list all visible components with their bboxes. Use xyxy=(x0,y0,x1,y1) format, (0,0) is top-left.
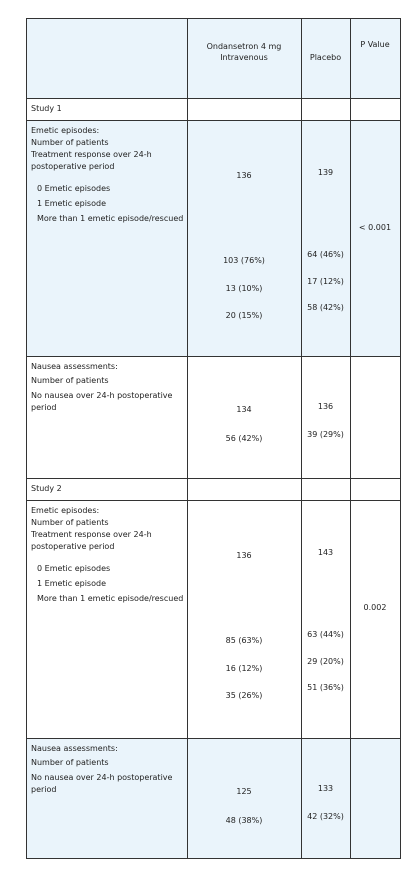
column-header: Placebo xyxy=(309,53,342,62)
row-label: Emetic episodes: xyxy=(31,126,100,135)
placebo-value: 136 xyxy=(317,402,334,411)
p-value: < 0.001 xyxy=(358,223,392,232)
table-cell xyxy=(350,478,401,501)
table-cell xyxy=(301,356,351,479)
ondansetron-value: 13 (10%) xyxy=(225,284,263,293)
row-label: postoperative period xyxy=(31,542,115,551)
row-label: 0 Emetic episodes xyxy=(37,564,111,573)
row-label: Number of patients xyxy=(31,138,109,147)
table-cell xyxy=(187,738,302,859)
placebo-value: 133 xyxy=(317,784,334,793)
table-cell xyxy=(26,18,188,99)
placebo-value: 39 (29%) xyxy=(307,430,344,439)
ondansetron-value: 134 xyxy=(236,405,252,414)
ondansetron-value: 20 (15%) xyxy=(225,311,263,320)
ondansetron-value: 48 (38%) xyxy=(225,816,263,825)
table-cell xyxy=(350,738,401,859)
row-label: period xyxy=(31,403,57,412)
row-label: 1 Emetic episode xyxy=(37,579,106,588)
table-cell xyxy=(187,98,302,121)
placebo-value: 64 (46%) xyxy=(307,250,344,259)
row-label: Number of patients xyxy=(31,376,109,385)
row-label: 0 Emetic episodes xyxy=(37,184,111,193)
ondansetron-value: 56 (42%) xyxy=(225,434,263,443)
table-cell xyxy=(26,356,188,479)
placebo-value: 17 (12%) xyxy=(307,277,344,286)
row-label: Number of patients xyxy=(31,758,109,767)
table-cell xyxy=(187,478,302,501)
row-label: Treatment response over 24-h xyxy=(31,150,152,159)
row-label: No nausea over 24-h postoperative xyxy=(31,391,173,400)
row-label: No nausea over 24-h postoperative xyxy=(31,773,173,782)
row-label: period xyxy=(31,785,57,794)
table-cell xyxy=(26,738,188,859)
column-header: P Value xyxy=(360,40,390,49)
section-title: Study 2 xyxy=(31,484,62,493)
row-label: Nausea assessments: xyxy=(31,362,118,371)
table-cell xyxy=(301,500,351,739)
ondansetron-value: 35 (26%) xyxy=(225,691,263,700)
table-cell xyxy=(350,356,401,479)
placebo-value: 139 xyxy=(317,168,334,177)
table-cell xyxy=(301,18,351,99)
table-cell xyxy=(187,356,302,479)
table-cell xyxy=(26,120,188,357)
row-label: Emetic episodes: xyxy=(31,506,100,515)
row-label: Treatment response over 24-h xyxy=(31,530,152,539)
placebo-value: 42 (32%) xyxy=(307,812,344,821)
placebo-value: 51 (36%) xyxy=(307,683,344,692)
row-label: Number of patients xyxy=(31,518,109,527)
table-cell xyxy=(350,120,401,357)
row-label: Nausea assessments: xyxy=(31,744,118,753)
table-cell xyxy=(350,18,401,99)
ondansetron-value: 85 (63%) xyxy=(225,636,263,645)
ondansetron-value: 103 (76%) xyxy=(223,256,265,265)
table-cell xyxy=(301,478,351,501)
section-title: Study 1 xyxy=(31,104,62,113)
table-cell xyxy=(187,120,302,357)
p-value: 0.002 xyxy=(363,603,387,612)
row-label: More than 1 emetic episode/rescued xyxy=(37,594,184,603)
table-cell xyxy=(350,98,401,121)
ondansetron-value: 125 xyxy=(236,787,252,796)
table-cell xyxy=(301,98,351,121)
table-cell xyxy=(187,500,302,739)
column-header: Intravenous xyxy=(220,53,268,62)
placebo-value: 29 (20%) xyxy=(307,657,344,666)
table-cell xyxy=(350,500,401,739)
ondansetron-value: 16 (12%) xyxy=(225,664,263,673)
column-header: Ondansetron 4 mg xyxy=(206,42,282,51)
placebo-value: 143 xyxy=(317,548,334,557)
row-label: postoperative period xyxy=(31,162,115,171)
table-cell xyxy=(301,120,351,357)
row-label: More than 1 emetic episode/rescued xyxy=(37,214,184,223)
row-label: 1 Emetic episode xyxy=(37,199,106,208)
ondansetron-value: 136 xyxy=(236,551,252,560)
table-cell xyxy=(187,18,302,99)
ondansetron-value: 136 xyxy=(236,171,252,180)
placebo-value: 58 (42%) xyxy=(307,303,344,312)
table-cell xyxy=(301,738,351,859)
placebo-value: 63 (44%) xyxy=(307,630,344,639)
